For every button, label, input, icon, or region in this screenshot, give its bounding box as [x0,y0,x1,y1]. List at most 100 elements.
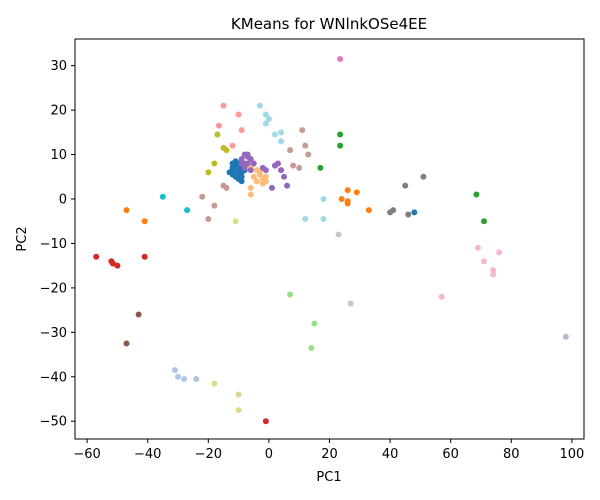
data-point [284,182,291,189]
data-point [390,207,397,214]
data-point [420,173,427,180]
data-point [250,160,257,167]
data-point [211,160,218,167]
data-point [262,120,269,127]
data-point [199,193,206,200]
data-point [238,127,245,134]
data-point [490,271,497,278]
data-point [109,260,116,267]
x-tick-label: −40 [134,447,161,462]
data-point [308,344,315,351]
data-point [278,167,285,174]
data-point [211,202,218,209]
data-point [365,207,372,214]
data-point [211,380,218,387]
data-point [181,376,188,382]
data-point [262,111,269,118]
data-point [278,138,285,145]
data-point [141,218,148,225]
data-point [250,173,257,180]
data-point [215,122,222,129]
data-point [262,178,269,185]
data-point [235,407,242,414]
y-tick-label: 0 [59,193,67,208]
plot-frame [74,38,585,440]
data-point [241,164,248,171]
x-tick-label: −60 [73,447,100,462]
data-point [344,187,351,194]
data-point [229,160,236,167]
data-point [229,142,236,149]
data-point [232,218,239,225]
data-point [205,216,212,222]
data-point [481,218,488,225]
data-point [353,189,360,196]
y-tick-label: 20 [50,104,67,119]
data-point [490,267,497,274]
data-point [244,153,251,160]
data-point [253,178,260,185]
data-point [93,253,100,260]
data-point [305,151,312,158]
data-point [159,193,166,200]
data-point [238,178,245,185]
data-point [235,164,242,171]
data-point [317,164,324,171]
data-point [171,367,178,374]
data-point [223,147,230,154]
chart-title: KMeans for WNlnkOSe4EE [231,15,427,33]
data-point [235,391,242,398]
data-point [114,262,121,269]
data-point [481,258,488,265]
data-point [141,253,148,260]
data-point [205,169,212,176]
data-point [123,340,130,347]
data-point [474,244,481,251]
data-point [135,311,142,318]
data-point [235,111,242,118]
x-tick-label: 40 [382,447,399,462]
data-point [562,333,569,340]
y-tick-label: 30 [50,59,67,74]
data-point [247,191,254,198]
data-point [262,173,269,180]
data-point [256,102,263,109]
data-point [337,56,344,62]
data-point [238,156,245,162]
x-tick-label: 0 [265,447,273,462]
data-point [496,249,503,256]
x-axis-ticks: −60 −40 −20 0 20 40 60 80 100 [73,439,584,462]
data-point [262,418,269,425]
y-tick-label: −20 [40,281,67,296]
data-point [265,116,272,122]
data-point [335,231,342,238]
data-point [241,160,248,167]
y-axis-label: PC2 [15,226,30,251]
x-tick-label: 20 [321,447,338,462]
data-point [281,173,288,180]
data-point [214,131,221,138]
data-point [337,142,344,149]
y-tick-label: −50 [40,415,67,430]
data-point [278,129,285,136]
data-point [344,200,351,207]
x-tick-label: −20 [195,447,222,462]
data-point [299,127,306,134]
data-point [438,293,445,300]
data-point [247,167,254,174]
y-tick-label: −30 [40,326,67,341]
data-point [347,300,354,307]
data-point [247,184,254,191]
data-point [259,164,266,171]
data-point [402,182,409,189]
data-point [287,291,294,298]
data-point [296,164,303,171]
data-point [405,211,412,218]
data-point [302,216,309,222]
x-tick-label: 80 [503,447,520,462]
data-point [473,191,480,198]
data-point [320,216,327,222]
y-tick-label: 10 [50,148,67,163]
data-point [274,160,281,167]
